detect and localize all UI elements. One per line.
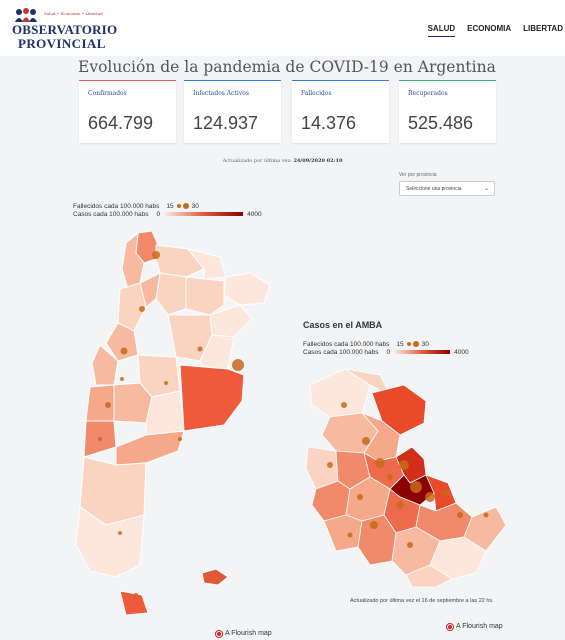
province-buenos-aires (179, 364, 245, 432)
province-select[interactable]: Seleccione una provincia ⌄ (399, 181, 495, 196)
map-legend: Fallecidos cada 100.000 habs 15 30 Casos… (73, 202, 262, 218)
legend-deaths-label: Fallecidos cada 100.000 habs (73, 202, 160, 210)
nav-economia[interactable]: ECONOMIA (467, 24, 512, 33)
amba-legend-cases-max: 4000 (454, 348, 469, 356)
amba-legend-cases-label: Casos cada 100.000 habs (303, 348, 379, 356)
amba-legend-deaths-min: 15 (396, 340, 404, 348)
legend-cases-max: 4000 (247, 210, 262, 218)
amba-legend-dot-large (412, 341, 419, 347)
amba-legend-deaths-label: Fallecidos cada 100.000 habs (303, 340, 390, 348)
flourish-icon (447, 623, 453, 630)
card-value: 664.799 (88, 113, 154, 133)
top-bar: Salud • Economía • Libertad OBSERVATORIO… (0, 0, 565, 56)
card-label: Fallecidos (301, 90, 332, 97)
amba-updated-note: Actualizado por última vez el 16 de sept… (350, 598, 494, 604)
legend-cases-label: Casos cada 100.000 habs (73, 210, 149, 218)
province-rio-negro (115, 430, 185, 466)
main-nav: SALUD ECONOMIA LIBERTAD (427, 24, 563, 37)
legend-gradient (165, 212, 244, 216)
province-la-rioja (105, 322, 139, 362)
province-santa-cruz (75, 506, 145, 578)
last-updated-prefix: Actualizado por última vez: (222, 158, 292, 164)
amba-legend-cases-min: 0 (386, 348, 391, 356)
logo-line-2: PROVINCIAL (18, 36, 106, 51)
province-formosa (186, 248, 227, 280)
islas-malvinas (201, 568, 229, 586)
card-fallecidos: Fallecidos 14.376 (292, 80, 389, 143)
logo-tagline: Salud • Economía • Libertad (44, 11, 103, 16)
argentina-map[interactable] (60, 225, 280, 625)
flourish-label: A Flourish map (456, 623, 503, 630)
amba-map[interactable] (300, 365, 510, 590)
legend-deaths-max: 30 (191, 202, 199, 210)
amba-legend-dot-small (406, 342, 411, 346)
card-label: Recuperados (408, 90, 448, 97)
province-salta-east (155, 244, 205, 278)
amba-death-dots (327, 402, 489, 548)
legend-deaths-min: 15 (166, 202, 174, 210)
province-catamarca (117, 282, 147, 332)
flourish-link-main[interactable]: A Flourish map (216, 630, 272, 637)
card-label: Confirmados (88, 90, 127, 97)
card-recuperados: Recuperados 525.486 (399, 80, 496, 143)
amba-title: Casos en el AMBA (303, 320, 383, 330)
flourish-label: A Flourish map (225, 630, 272, 637)
province-tierra-del-fuego (119, 590, 149, 616)
amba-legend-deaths-max: 30 (421, 340, 429, 348)
last-updated: Actualizado por última vez: 24/09/2020 0… (0, 158, 565, 164)
province-select-label: Ver por provincia (399, 172, 437, 178)
card-confirmados: Confirmados 664.799 (79, 80, 176, 143)
amba-legend: Fallecidos cada 100.000 habs 15 30 Casos… (303, 340, 469, 356)
flourish-icon (216, 630, 222, 637)
legend-dot-small (176, 204, 181, 208)
death-dots (98, 251, 244, 597)
nav-libertad[interactable]: LIBERTAD (523, 24, 563, 33)
legend-cases-min: 0 (156, 210, 161, 218)
card-value: 124.937 (193, 113, 259, 133)
card-infectados-activos: Infectados Activos 124.937 (184, 80, 281, 143)
flourish-link-amba[interactable]: A Flourish map (447, 623, 503, 630)
province-san-juan (91, 344, 119, 386)
legend-dot-large (182, 203, 189, 209)
province-chaco (185, 276, 225, 316)
page-title: Evolución de la pandemia de COVID-19 en … (78, 58, 496, 76)
nav-salud[interactable]: SALUD (427, 24, 456, 37)
card-label: Infectados Activos (193, 90, 249, 97)
people-icon (15, 8, 37, 22)
province-la-pampa (145, 390, 185, 436)
province-select-value: Seleccione una provincia (406, 186, 462, 192)
card-value: 525.486 (408, 113, 474, 133)
province-santiago (155, 272, 187, 316)
card-value: 14.376 (301, 113, 357, 133)
logo-line-1: OBSERVATORIO (12, 22, 118, 37)
last-updated-date: 24/09/2020 02:10 (293, 158, 343, 164)
logo[interactable]: Salud • Economía • Libertad OBSERVATORIO… (8, 8, 118, 52)
province-misiones-corrientes (223, 272, 271, 306)
chevron-down-icon: ⌄ (483, 186, 489, 192)
province-salta-west (121, 231, 145, 290)
amba-legend-gradient (395, 350, 451, 354)
